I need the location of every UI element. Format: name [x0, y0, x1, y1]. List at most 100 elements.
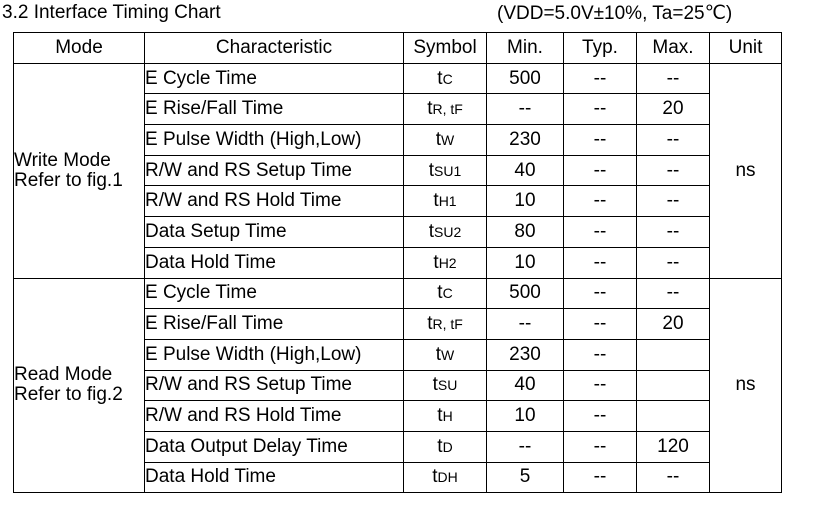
characteristic-cell: E Rise/Fall Time	[144, 308, 404, 340]
symbol-subscript: H1	[438, 193, 457, 210]
typ-value-cell: --	[563, 400, 637, 432]
symbol-base: t	[437, 282, 443, 304]
min-value-cell: --	[486, 430, 564, 463]
typ-value-cell: --	[563, 124, 637, 156]
symbol-cell: tD	[403, 430, 487, 463]
symbol-subscript: H2	[438, 254, 457, 271]
max-value-cell: 20	[636, 308, 710, 340]
column-header-max: Max.	[636, 32, 710, 64]
typ-value-cell: --	[563, 308, 637, 340]
unit-cell: ns	[709, 62, 782, 279]
symbol-base: t	[428, 159, 435, 181]
max-value-cell	[636, 400, 710, 432]
symbol-base: t	[433, 190, 439, 212]
table-row: E Pulse Width (High,Low) tW 230 --	[14, 338, 782, 371]
symbol-cell: tC	[403, 277, 487, 310]
symbol-subscript: SU	[437, 377, 458, 394]
symbol-subscript: R, tF	[432, 316, 463, 333]
max-value-cell: --	[636, 461, 710, 494]
table-row: R/W and RS Setup Time tSU1 40 -- --	[14, 154, 782, 187]
typ-value-cell: --	[563, 216, 637, 248]
operating-conditions: (VDD=5.0V±10%, Ta=25℃)	[497, 3, 733, 24]
table-row: R/W and RS Hold Time tH1 10 -- --	[14, 185, 782, 218]
symbol-cell: tSU1	[403, 154, 487, 187]
characteristic-cell: R/W and RS Hold Time	[144, 185, 404, 218]
symbol-base: t	[427, 98, 433, 120]
column-header-unit: Unit	[709, 32, 782, 64]
min-value-cell: 10	[486, 246, 564, 279]
typ-value-cell: --	[563, 93, 637, 126]
symbol-base: t	[435, 128, 442, 150]
mode-name: Write Mode	[14, 149, 111, 171]
max-value-cell: 20	[636, 93, 710, 126]
symbol-subscript: H	[442, 408, 453, 425]
typ-value-cell: --	[563, 338, 637, 371]
table-row: Write Mode Refer to fig.1 E Cycle Time tC 50…	[13, 62, 782, 279]
table-row: Read Mode Refer to fig.2 E Cycle Time tC 500…	[13, 277, 782, 494]
typ-value-cell: --	[563, 430, 637, 463]
characteristic-cell: R/W and RS Hold Time	[144, 400, 404, 432]
symbol-cell: tDH	[403, 461, 487, 494]
symbol-cell: tSU	[403, 369, 487, 402]
symbol-subscript: D	[442, 438, 453, 455]
symbol-subscript: C	[442, 70, 453, 87]
unit-cell: ns	[709, 277, 782, 494]
min-value-cell: 40	[486, 154, 564, 187]
table-row: Data Hold Time tDH 5 -- --	[14, 461, 782, 494]
max-value-cell: 120	[636, 430, 710, 463]
min-value-cell: --	[486, 93, 564, 126]
symbol-subscript: C	[442, 285, 453, 302]
symbol-cell: tH2	[403, 246, 487, 279]
symbol-subscript: R, tF	[432, 101, 463, 118]
section-title: 3.2 Interface Timing Chart	[2, 2, 221, 23]
mode-cell: Write Mode Refer to fig.1	[13, 62, 145, 279]
column-header-typ: Typ.	[563, 32, 637, 64]
min-value-cell: 40	[486, 369, 564, 402]
min-value-cell: 10	[486, 400, 564, 432]
symbol-base: t	[433, 251, 439, 273]
characteristic-cell: R/W and RS Setup Time	[144, 154, 404, 187]
symbol-cell: tR, tF	[403, 308, 487, 340]
table-row: R/W and RS Hold Time tH 10 --	[14, 400, 782, 432]
max-value-cell	[636, 338, 710, 371]
symbol-cell: tW	[403, 338, 487, 371]
column-header-min: Min.	[486, 32, 564, 64]
table-row: Data Hold Time tH2 10 -- --	[14, 246, 782, 279]
table-row: E Rise/Fall Time tR, tF -- -- 20	[14, 308, 782, 340]
table-row: R/W and RS Setup Time tSU 40 --	[14, 369, 782, 402]
min-value-cell: 5	[486, 461, 564, 494]
characteristic-cell: Data Output Delay Time	[144, 430, 404, 463]
header-row: Mode Characteristic Symbol Min. Typ. Max…	[13, 32, 782, 64]
symbol-subscript: W	[441, 131, 455, 148]
symbol-cell: tH	[403, 400, 487, 432]
symbol-base: t	[427, 313, 433, 335]
characteristic-cell: E Cycle Time	[144, 277, 404, 310]
column-header-symbol: Symbol	[403, 32, 487, 64]
min-value-cell: 10	[486, 185, 564, 218]
table-row: E Pulse Width (High,Low) tW 230 -- --	[14, 124, 782, 156]
characteristic-cell: E Cycle Time	[144, 62, 404, 95]
symbol-cell: tH1	[403, 185, 487, 218]
symbol-base: t	[437, 405, 443, 427]
min-value-cell: 80	[486, 216, 564, 248]
table-row: E Rise/Fall Time tR, tF -- -- 20	[14, 93, 782, 126]
max-value-cell: --	[636, 216, 710, 248]
characteristic-cell: E Rise/Fall Time	[144, 93, 404, 126]
typ-value-cell: --	[563, 246, 637, 279]
characteristic-cell: R/W and RS Setup Time	[144, 369, 404, 402]
symbol-subscript: SU1	[434, 162, 462, 179]
symbol-cell: tR, tF	[403, 93, 487, 126]
characteristic-cell: Data Setup Time	[144, 216, 404, 248]
max-value-cell: --	[636, 124, 710, 156]
symbol-base: t	[432, 374, 438, 396]
max-value-cell: --	[636, 154, 710, 187]
min-value-cell: 230	[486, 124, 564, 156]
mode-figure-reference: Refer to fig.2	[14, 384, 123, 406]
symbol-cell: tW	[403, 124, 487, 156]
mode-name: Read Mode	[14, 364, 113, 386]
typ-value-cell: --	[563, 369, 637, 402]
typ-value-cell: --	[563, 62, 637, 95]
symbol-subscript: W	[441, 346, 455, 363]
characteristic-cell: Data Hold Time	[144, 461, 404, 494]
symbol-base: t	[437, 435, 443, 457]
